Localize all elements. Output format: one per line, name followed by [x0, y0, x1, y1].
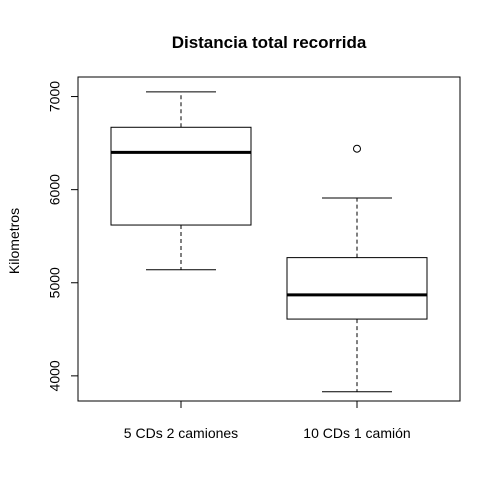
- y-tick-label: 7000: [47, 81, 63, 112]
- chart-marks: 4000 5000 6000 7000 5 CDs 2 camiones 10 CDs 1…: [47, 81, 428, 441]
- y-axis-label: Kilometros: [6, 208, 22, 274]
- x-tick-label: 5 CDs 2 camiones: [124, 425, 238, 441]
- outlier-point: [353, 144, 361, 153]
- y-tick-label: 4000: [47, 360, 63, 391]
- iqr-box: [110, 126, 252, 226]
- x-tick-label: 10 CDs 1 camión: [303, 425, 410, 441]
- y-tick-label: 6000: [47, 174, 63, 205]
- chart-title: Distancia total recorrida: [172, 33, 367, 52]
- iqr-box: [286, 257, 428, 320]
- y-tick-label: 5000: [47, 267, 63, 298]
- plot-frame: [77, 76, 461, 402]
